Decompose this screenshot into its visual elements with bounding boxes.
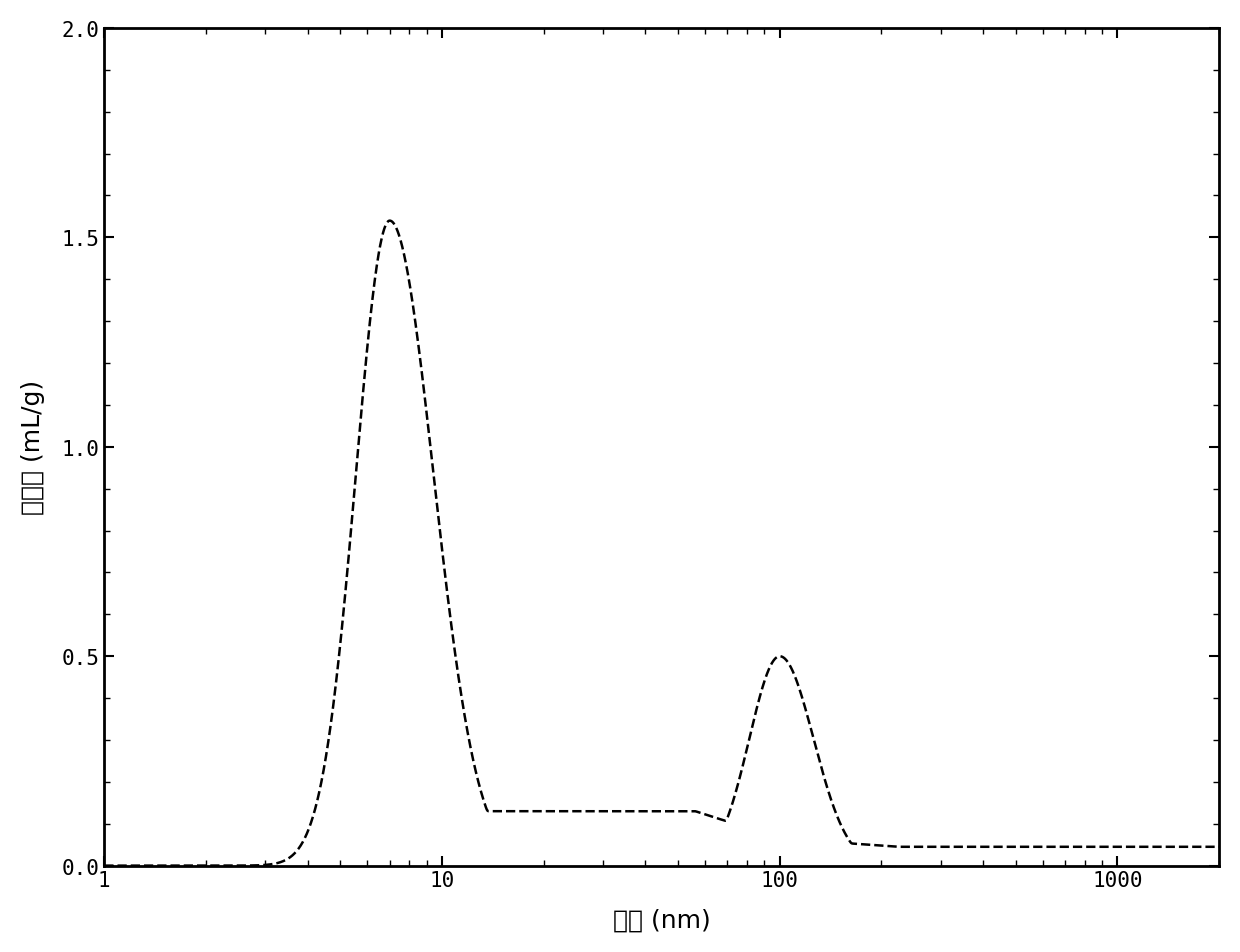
X-axis label: 孔径 (nm): 孔径 (nm) xyxy=(613,907,711,931)
Y-axis label: 压汞量 (mL/g): 压汞量 (mL/g) xyxy=(21,380,45,515)
